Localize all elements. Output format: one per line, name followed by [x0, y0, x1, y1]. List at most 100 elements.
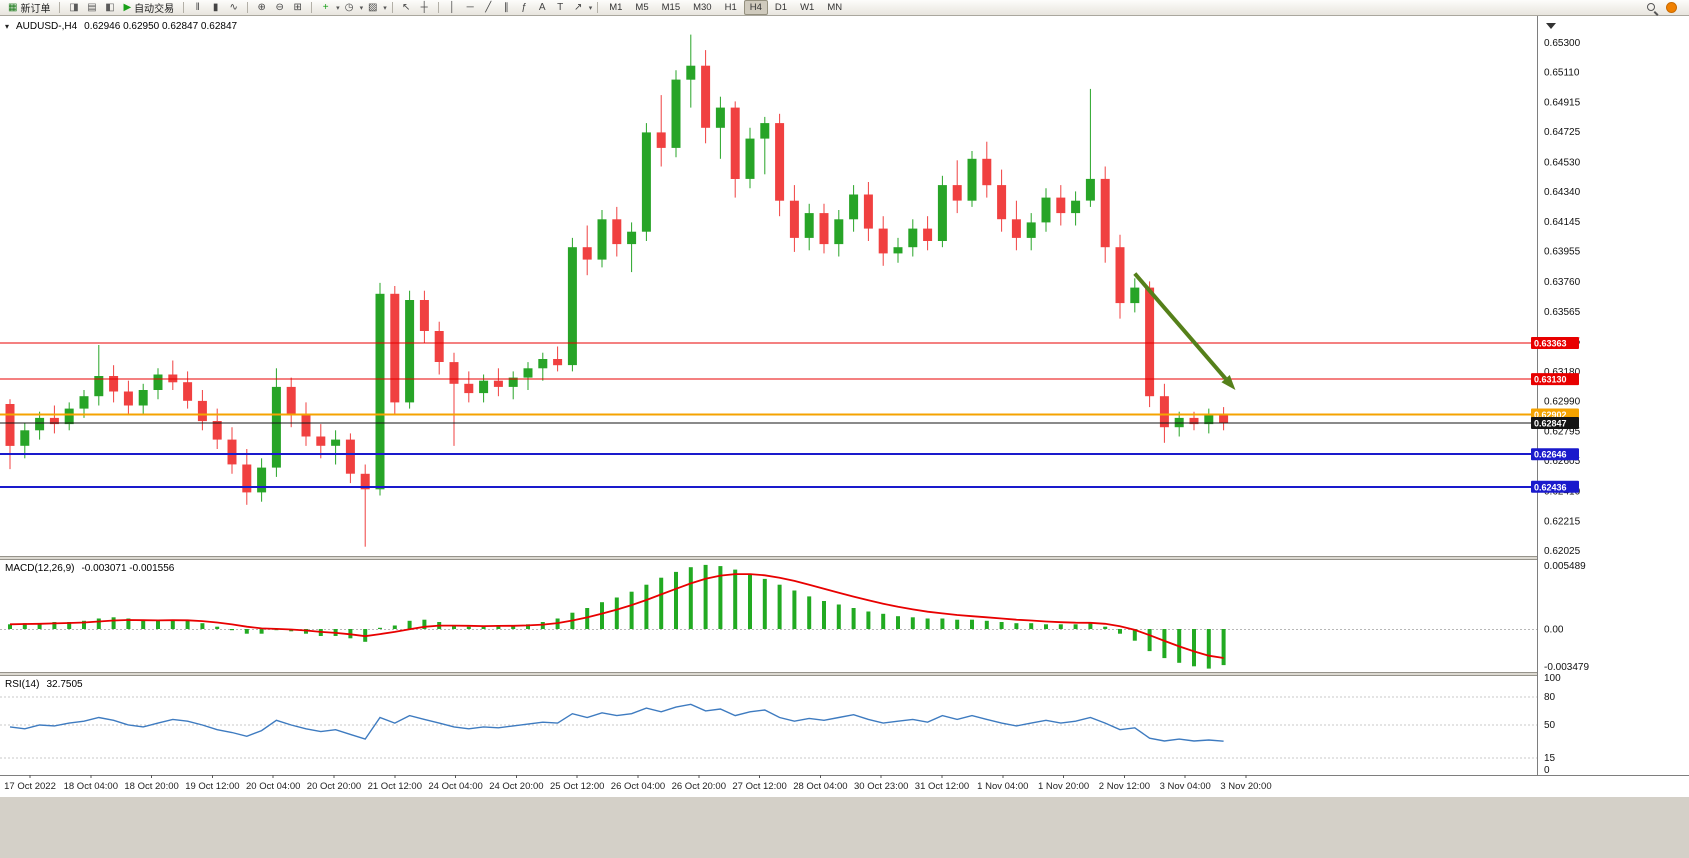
level-price-badge: [1531, 337, 1579, 349]
svg-text:0.63130: 0.63130: [1534, 375, 1567, 385]
svg-text:31 Oct 12:00: 31 Oct 12:00: [915, 781, 969, 792]
rsi-line: [9, 703, 1224, 742]
tile-windows-icon[interactable]: ⊞: [293, 1, 302, 13]
status-strip: [0, 797, 1689, 858]
indicators-icon[interactable]: +: [322, 1, 329, 13]
timeframe-h4[interactable]: H4: [743, 0, 768, 15]
svg-text:0.62795: 0.62795: [1544, 427, 1581, 438]
new-order-button[interactable]: ▦ 新订单: [4, 1, 54, 15]
timeframe-w1[interactable]: W1: [800, 2, 815, 13]
timeframe-d1[interactable]: D1: [774, 2, 788, 13]
panel-dividers: [0, 556, 1689, 676]
navigator-icon[interactable]: ◧: [105, 1, 115, 13]
svg-text:1 Nov 04:00: 1 Nov 04:00: [977, 781, 1028, 792]
svg-text:0.00: 0.00: [1544, 625, 1564, 636]
scale-menu-icon[interactable]: [1546, 23, 1556, 29]
svg-text:0.64530: 0.64530: [1544, 157, 1581, 168]
svg-text:30 Oct 23:00: 30 Oct 23:00: [854, 781, 908, 792]
search-icon[interactable]: [1645, 1, 1659, 15]
rsi-indicator-label: RSI(14) 32.7505: [5, 679, 83, 690]
svg-text:18 Oct 20:00: 18 Oct 20:00: [124, 781, 178, 792]
svg-text:2 Nov 12:00: 2 Nov 12:00: [1099, 781, 1150, 792]
candlestick-series: [5, 34, 1229, 547]
new-order-icon: ▦: [8, 2, 18, 13]
svg-text:27 Oct 12:00: 27 Oct 12:00: [732, 781, 786, 792]
svg-text:20 Oct 04:00: 20 Oct 04:00: [246, 781, 300, 792]
svg-text:3 Nov 04:00: 3 Nov 04:00: [1160, 781, 1211, 792]
toolbar-separator: [597, 2, 599, 13]
svg-text:0.62025: 0.62025: [1544, 546, 1581, 557]
vertical-line-icon[interactable]: │: [449, 1, 456, 13]
toolbar-separator: [391, 2, 393, 13]
dropdown-caret-icon: ▾: [383, 4, 387, 12]
svg-text:24 Oct 20:00: 24 Oct 20:00: [489, 781, 543, 792]
svg-text:-0.003479: -0.003479: [1544, 662, 1589, 673]
notification-badge: [1666, 2, 1677, 13]
timeframe-m5[interactable]: M5: [635, 2, 649, 13]
rsi-value: 32.7505: [46, 679, 83, 690]
text-label-icon[interactable]: T: [557, 1, 564, 13]
time-axis: 17 Oct 2022 18 Oct 04:00 18 Oct 20:00 19 Oc…: [0, 775, 1689, 792]
svg-text:28 Oct 04:00: 28 Oct 04:00: [793, 781, 847, 792]
svg-text:25 Oct 12:00: 25 Oct 12:00: [550, 781, 604, 792]
svg-text:26 Oct 04:00: 26 Oct 04:00: [611, 781, 665, 792]
market-watch-icon[interactable]: ◨: [69, 1, 79, 13]
level-price-badge: [1531, 448, 1579, 461]
trend-arrow-annotation: [1133, 272, 1236, 390]
bar-chart-icon[interactable]: ‖: [195, 1, 200, 13]
data-window-icon[interactable]: ▤: [87, 1, 97, 13]
current-price-badge: [1531, 417, 1579, 429]
dropdown-caret-icon: ▾: [359, 4, 364, 12]
templates-icon[interactable]: ▨: [367, 1, 378, 13]
auto-trading-button[interactable]: ▶ 自动交易: [119, 1, 178, 15]
timeframe-h1[interactable]: H1: [724, 2, 737, 13]
trendline-icon[interactable]: ╱: [485, 1, 492, 13]
chart-menu-icon[interactable]: ▾: [5, 22, 10, 31]
candlestick-chart-icon[interactable]: ▮: [212, 1, 219, 13]
level-price-badge: [1531, 373, 1579, 386]
svg-text:0.63363: 0.63363: [1534, 338, 1567, 348]
timeframe-m15[interactable]: M15: [661, 2, 681, 13]
zoom-out-icon[interactable]: ⊖: [275, 1, 284, 13]
svg-text:0.65110: 0.65110: [1544, 67, 1580, 78]
svg-text:0.62646: 0.62646: [1534, 450, 1567, 460]
macd-name: MACD(12,26,9): [5, 563, 75, 574]
macd-panel: [0, 564, 1537, 669]
svg-text:0.62436: 0.62436: [1534, 482, 1567, 492]
equidistant-channel-icon[interactable]: ∥: [503, 1, 509, 13]
svg-text:20 Oct 20:00: 20 Oct 20:00: [307, 781, 361, 792]
svg-text:0.63760: 0.63760: [1544, 277, 1581, 288]
period-icon[interactable]: ◷: [344, 1, 354, 13]
svg-text:19 Oct 12:00: 19 Oct 12:00: [185, 781, 239, 792]
level-price-badge: [1531, 480, 1579, 493]
svg-text:0.63565: 0.63565: [1544, 307, 1581, 318]
svg-text:15: 15: [1544, 753, 1556, 764]
text-icon[interactable]: A: [538, 1, 546, 13]
fibonacci-icon[interactable]: ƒ: [521, 1, 527, 13]
timeframe-m1[interactable]: M1: [609, 2, 623, 13]
timeframe-m30[interactable]: M30: [693, 2, 712, 13]
toolbar-separator: [247, 2, 249, 13]
svg-text:18 Oct 04:00: 18 Oct 04:00: [64, 781, 118, 792]
svg-text:0: 0: [1544, 765, 1550, 776]
cursor-icon[interactable]: ↖: [402, 1, 411, 13]
arrows-icon[interactable]: ↗: [574, 1, 583, 13]
horizontal-line-icon[interactable]: ─: [466, 1, 474, 13]
svg-text:0.64725: 0.64725: [1544, 127, 1581, 138]
svg-text:0.64145: 0.64145: [1544, 217, 1581, 228]
timeframe-mn[interactable]: MN: [827, 2, 843, 13]
svg-text:17 Oct 2022: 17 Oct 2022: [4, 781, 56, 792]
svg-text:0.64340: 0.64340: [1544, 187, 1581, 198]
svg-text:0.63180: 0.63180: [1544, 367, 1581, 378]
chart-title: ▾ AUDUSD-,H4 0.62946 0.62950 0.62847 0.6…: [5, 21, 237, 32]
zoom-in-icon[interactable]: ⊕: [257, 1, 266, 13]
toolbar-separator: [59, 2, 61, 13]
ohlc-values: 0.62946 0.62950 0.62847 0.62847: [84, 21, 238, 32]
svg-text:0.62605: 0.62605: [1544, 456, 1581, 467]
line-chart-icon[interactable]: ∿: [229, 1, 238, 13]
svg-text:1 Nov 20:00: 1 Nov 20:00: [1038, 781, 1089, 792]
toolbar-separator: [183, 2, 185, 13]
crosshair-icon[interactable]: ┼: [420, 1, 428, 13]
